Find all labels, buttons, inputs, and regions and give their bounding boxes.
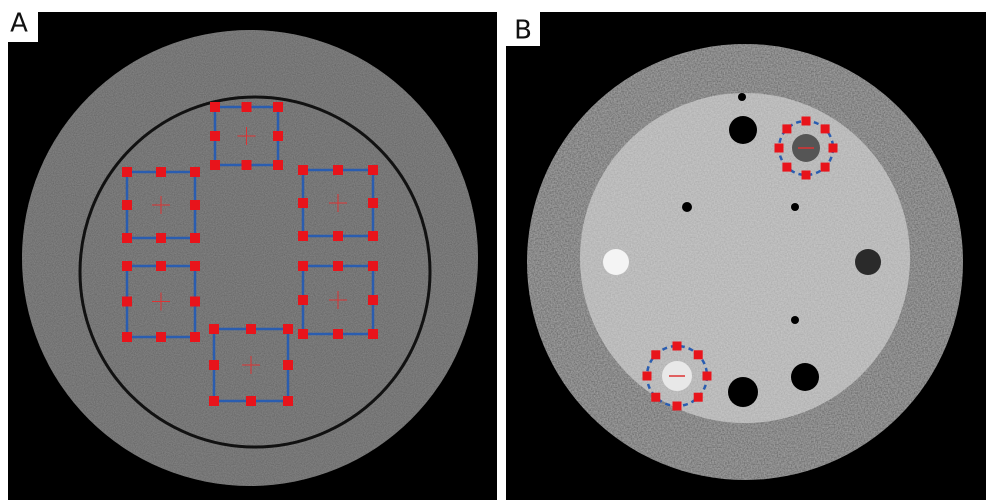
insert: [729, 116, 757, 144]
roi-marker: [802, 117, 811, 126]
roi-marker: [156, 332, 166, 342]
roi-marker: [156, 233, 166, 243]
panel-a: A: [0, 0, 497, 500]
roi-marker: [298, 295, 308, 305]
roi-marker: [673, 342, 682, 351]
roi-marker: [368, 261, 378, 271]
roi-marker: [782, 124, 791, 133]
figure: A B: [0, 0, 986, 500]
roi-marker: [122, 167, 132, 177]
roi-marker: [190, 297, 200, 307]
roi-marker: [775, 144, 784, 153]
roi-marker: [368, 165, 378, 175]
roi-marker: [643, 372, 652, 381]
roi-marker: [298, 198, 308, 208]
roi-marker: [368, 329, 378, 339]
insert: [728, 377, 758, 407]
roi-marker: [802, 171, 811, 180]
insert: [791, 203, 799, 211]
roi-marker: [190, 332, 200, 342]
roi-marker: [298, 329, 308, 339]
roi-marker: [368, 231, 378, 241]
roi-marker: [694, 350, 703, 359]
insert: [791, 363, 819, 391]
roi-marker: [333, 231, 343, 241]
roi-marker: [651, 393, 660, 402]
roi-marker: [333, 261, 343, 271]
roi-marker: [782, 163, 791, 172]
insert: [855, 249, 881, 275]
roi-marker: [122, 297, 132, 307]
roi-marker: [210, 160, 220, 170]
roi-marker: [246, 324, 256, 334]
roi-marker: [333, 329, 343, 339]
roi-marker: [122, 200, 132, 210]
roi-marker: [242, 102, 252, 112]
roi-marker: [156, 261, 166, 271]
insert: [738, 93, 746, 101]
roi-marker: [651, 350, 660, 359]
roi-marker: [122, 332, 132, 342]
panel-label: B: [514, 16, 532, 46]
roi-marker: [821, 124, 830, 133]
roi-marker: [209, 396, 219, 406]
roi-marker: [283, 396, 293, 406]
insert: [791, 316, 799, 324]
panel-b: B: [506, 12, 986, 500]
panel-label: A: [10, 9, 28, 39]
roi-marker: [298, 165, 308, 175]
roi-marker: [829, 144, 838, 153]
roi-marker: [283, 324, 293, 334]
roi-marker: [298, 231, 308, 241]
roi-marker: [210, 131, 220, 141]
roi-marker: [190, 261, 200, 271]
roi-marker: [368, 295, 378, 305]
roi-marker: [333, 165, 343, 175]
roi-marker: [122, 261, 132, 271]
roi-marker: [242, 160, 252, 170]
insert: [682, 202, 692, 212]
roi-marker: [283, 360, 293, 370]
roi-marker: [209, 324, 219, 334]
roi-marker: [209, 360, 219, 370]
roi-marker: [190, 167, 200, 177]
roi-marker: [673, 402, 682, 411]
roi-marker: [156, 167, 166, 177]
page: A B (() => { const data = JSON.parse(doc…: [0, 0, 986, 500]
roi-marker: [694, 393, 703, 402]
roi-marker: [210, 102, 220, 112]
roi-marker: [368, 198, 378, 208]
roi-marker: [122, 233, 132, 243]
roi-marker: [273, 102, 283, 112]
insert: [603, 249, 629, 275]
roi-marker: [273, 131, 283, 141]
roi-marker: [703, 372, 712, 381]
roi-marker: [190, 200, 200, 210]
roi-marker: [246, 396, 256, 406]
roi-marker: [821, 163, 830, 172]
roi-marker: [298, 261, 308, 271]
roi-marker: [273, 160, 283, 170]
roi-marker: [190, 233, 200, 243]
